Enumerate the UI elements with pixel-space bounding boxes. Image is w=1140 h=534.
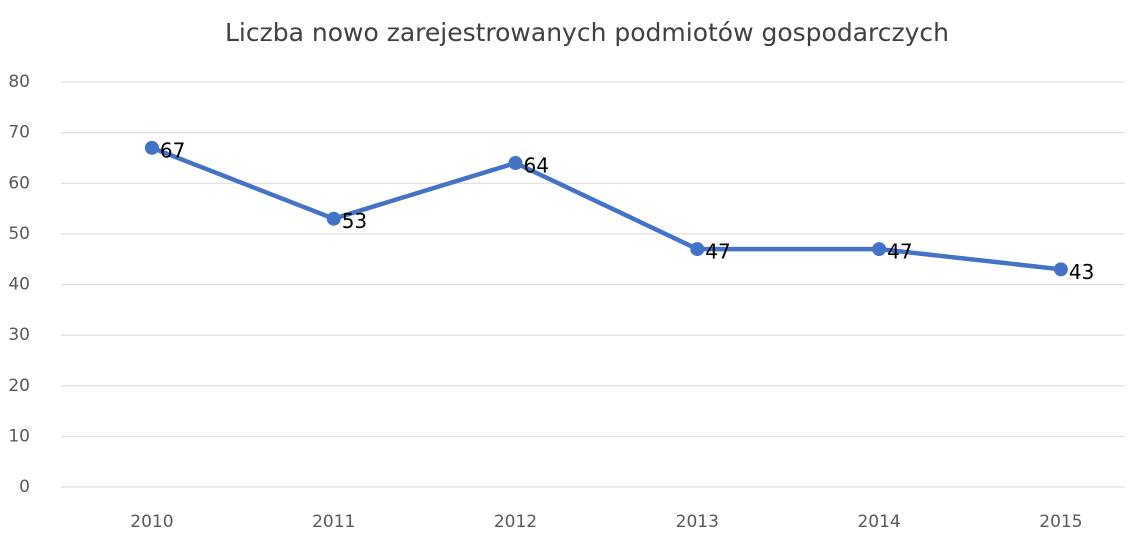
x-tick-label: 2014 xyxy=(857,512,900,532)
data-label: 43 xyxy=(1069,260,1094,284)
data-point xyxy=(508,156,523,170)
data-point xyxy=(1053,262,1068,277)
y-tick-label: 20 xyxy=(8,376,30,396)
x-tick-label: 2015 xyxy=(1039,512,1082,532)
y-tick-label: 40 xyxy=(8,275,30,295)
y-tick-label: 80 xyxy=(8,72,30,92)
x-tick-label: 2012 xyxy=(494,512,537,532)
y-tick-label: 10 xyxy=(8,426,30,446)
chart-title: Liczba nowo zarejestrowanych podmiotów g… xyxy=(225,18,949,47)
data-label: 47 xyxy=(705,240,730,264)
data-label: 47 xyxy=(887,240,912,264)
data-point xyxy=(872,242,887,257)
data-label: 53 xyxy=(342,209,367,233)
y-tick-label: 30 xyxy=(8,325,30,345)
y-tick-label: 50 xyxy=(8,224,30,244)
x-tick-label: 2011 xyxy=(312,512,355,532)
data-point xyxy=(326,211,341,226)
data-point xyxy=(690,242,705,257)
x-tick-label: 2013 xyxy=(676,512,719,532)
data-label: 67 xyxy=(160,138,185,162)
series-line xyxy=(151,145,1062,272)
data-label: 64 xyxy=(524,154,549,178)
data-point xyxy=(144,140,159,155)
x-tick-label: 2010 xyxy=(130,512,173,532)
y-tick-label: 70 xyxy=(8,123,30,143)
y-tick-label: 0 xyxy=(19,477,30,497)
y-tick-label: 60 xyxy=(8,173,30,193)
